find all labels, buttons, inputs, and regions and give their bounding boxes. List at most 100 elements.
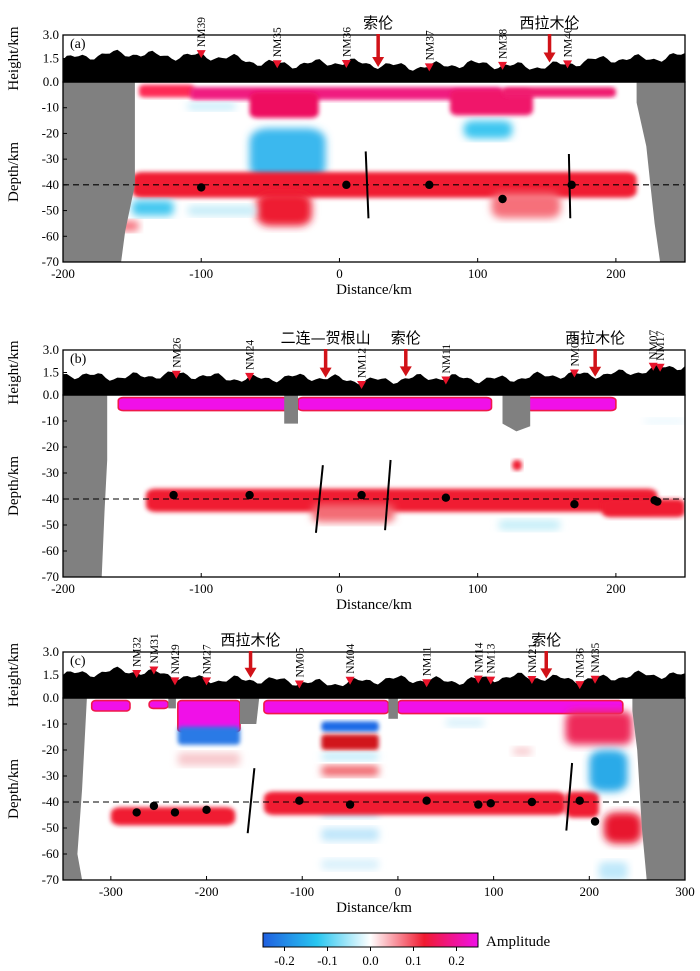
heatmap-cell bbox=[311, 504, 395, 523]
x-tick-label: -300 bbox=[99, 884, 123, 899]
x-tick-label: 100 bbox=[468, 581, 488, 596]
heatmap-cell bbox=[512, 460, 522, 471]
heatmap-field bbox=[63, 82, 685, 262]
town-label: 索伦 bbox=[531, 631, 561, 649]
colorbar-gradient bbox=[262, 932, 479, 948]
heatmap-cell bbox=[177, 752, 241, 766]
x-axis-label: Distance/km bbox=[336, 282, 412, 298]
height-axis-label: Height/km bbox=[6, 643, 22, 707]
station-label: NM35 bbox=[272, 27, 284, 57]
panel-label: (c) bbox=[70, 654, 86, 669]
masked-region bbox=[240, 698, 260, 724]
heatmap-cell bbox=[565, 711, 633, 745]
station-marker bbox=[245, 372, 255, 381]
station-marker bbox=[132, 670, 142, 679]
heatmap-cell bbox=[602, 499, 685, 518]
depth-tick-label: -30 bbox=[42, 465, 59, 480]
station-label: NM09 bbox=[569, 336, 581, 366]
height-axis-label: Height/km bbox=[6, 26, 22, 90]
depth-tick-label: -50 bbox=[42, 517, 59, 532]
moho-point bbox=[169, 490, 178, 500]
heatmap-cell bbox=[263, 699, 390, 715]
moho-point bbox=[149, 801, 159, 811]
station-marker bbox=[575, 681, 585, 690]
heatmap-cell bbox=[177, 726, 241, 745]
moho-point bbox=[342, 180, 351, 190]
masked-region bbox=[636, 82, 685, 262]
x-tick-label: 0 bbox=[336, 266, 343, 281]
station-marker bbox=[149, 666, 159, 675]
panel-label: (b) bbox=[70, 352, 87, 367]
town-arrowhead bbox=[372, 56, 385, 67]
height-tick-label: 0.0 bbox=[43, 74, 59, 89]
station-label: NM11 bbox=[441, 344, 453, 374]
x-tick-label: -100 bbox=[189, 266, 213, 281]
town-arrowhead bbox=[589, 366, 602, 377]
station-label: NM39 bbox=[196, 17, 208, 47]
heatmap-cell bbox=[321, 734, 379, 750]
depth-tick-label: -50 bbox=[42, 203, 59, 218]
height-axis-label: Height/km bbox=[6, 340, 22, 404]
depth-axis-label: Depth/km bbox=[6, 142, 22, 202]
station-label: NM17 bbox=[655, 330, 667, 360]
heatmap-cell bbox=[502, 87, 616, 98]
moho-point bbox=[575, 796, 584, 805]
heatmap-cell bbox=[321, 859, 379, 870]
moho-point bbox=[425, 180, 434, 190]
masked-region bbox=[388, 698, 398, 719]
station-marker bbox=[473, 675, 483, 684]
moho-point bbox=[567, 180, 576, 190]
heatmap-cell bbox=[463, 120, 513, 139]
fault-line bbox=[314, 465, 324, 533]
station-label: NM24 bbox=[245, 340, 257, 370]
heatmap-cell bbox=[445, 718, 485, 727]
station-label: NM36 bbox=[341, 27, 353, 57]
town-arrowhead bbox=[543, 52, 556, 63]
station-label: NM12 bbox=[357, 348, 369, 378]
station-marker bbox=[498, 61, 508, 70]
x-tick-label: -200 bbox=[195, 884, 219, 899]
x-tick-label: 200 bbox=[606, 581, 626, 596]
station-label: NM13 bbox=[486, 643, 498, 673]
height-tick-label: 3.0 bbox=[43, 342, 59, 357]
station-label: NM27 bbox=[202, 644, 214, 674]
heatmap-cell bbox=[589, 750, 628, 792]
station-marker bbox=[170, 677, 180, 686]
depth-tick-label: -20 bbox=[42, 439, 59, 454]
town-arrowhead bbox=[244, 667, 257, 678]
station-marker bbox=[341, 59, 351, 68]
x-tick-label: 0 bbox=[336, 581, 343, 596]
moho-point bbox=[474, 800, 483, 809]
station-label: NM14 bbox=[473, 642, 485, 672]
colorbar: -0.2 -0.1 0.0 0.1 0.2 Amplitude bbox=[262, 932, 551, 968]
town-arrowhead bbox=[319, 367, 332, 378]
heatmap-cell bbox=[321, 752, 379, 761]
station-marker bbox=[590, 675, 600, 684]
station-marker bbox=[272, 60, 282, 69]
moho-point bbox=[245, 490, 254, 500]
fault-line bbox=[384, 459, 392, 531]
depth-tick-label: -70 bbox=[42, 872, 59, 887]
depth-axis-label: Depth/km bbox=[6, 759, 22, 819]
x-tick-label: -100 bbox=[290, 884, 314, 899]
topography-profile bbox=[63, 666, 685, 698]
heatmap-cell bbox=[491, 192, 561, 219]
station-marker bbox=[345, 676, 355, 685]
heatmap-cell bbox=[117, 396, 292, 412]
depth-axis-label: Depth/km bbox=[6, 456, 22, 516]
heatmap-cell bbox=[321, 765, 379, 776]
station-marker bbox=[422, 679, 432, 688]
x-tick-label: 300 bbox=[675, 884, 695, 899]
x-tick-label: 0 bbox=[395, 884, 402, 899]
moho-point bbox=[132, 808, 141, 817]
depth-tick-label: -20 bbox=[42, 125, 59, 140]
station-marker bbox=[441, 376, 451, 385]
station-label: NM40 bbox=[563, 27, 575, 57]
heatmap-cell bbox=[263, 791, 566, 815]
chart-panel: (c) 3.0 1.5 0.0 -10 -20 -30 -40 -50 -60 -70 -300 -20… bbox=[6, 631, 695, 916]
heatmap-cell bbox=[139, 84, 195, 98]
station-marker bbox=[569, 369, 579, 378]
town-label: 索伦 bbox=[391, 329, 421, 347]
depth-tick-label: -50 bbox=[42, 820, 59, 835]
